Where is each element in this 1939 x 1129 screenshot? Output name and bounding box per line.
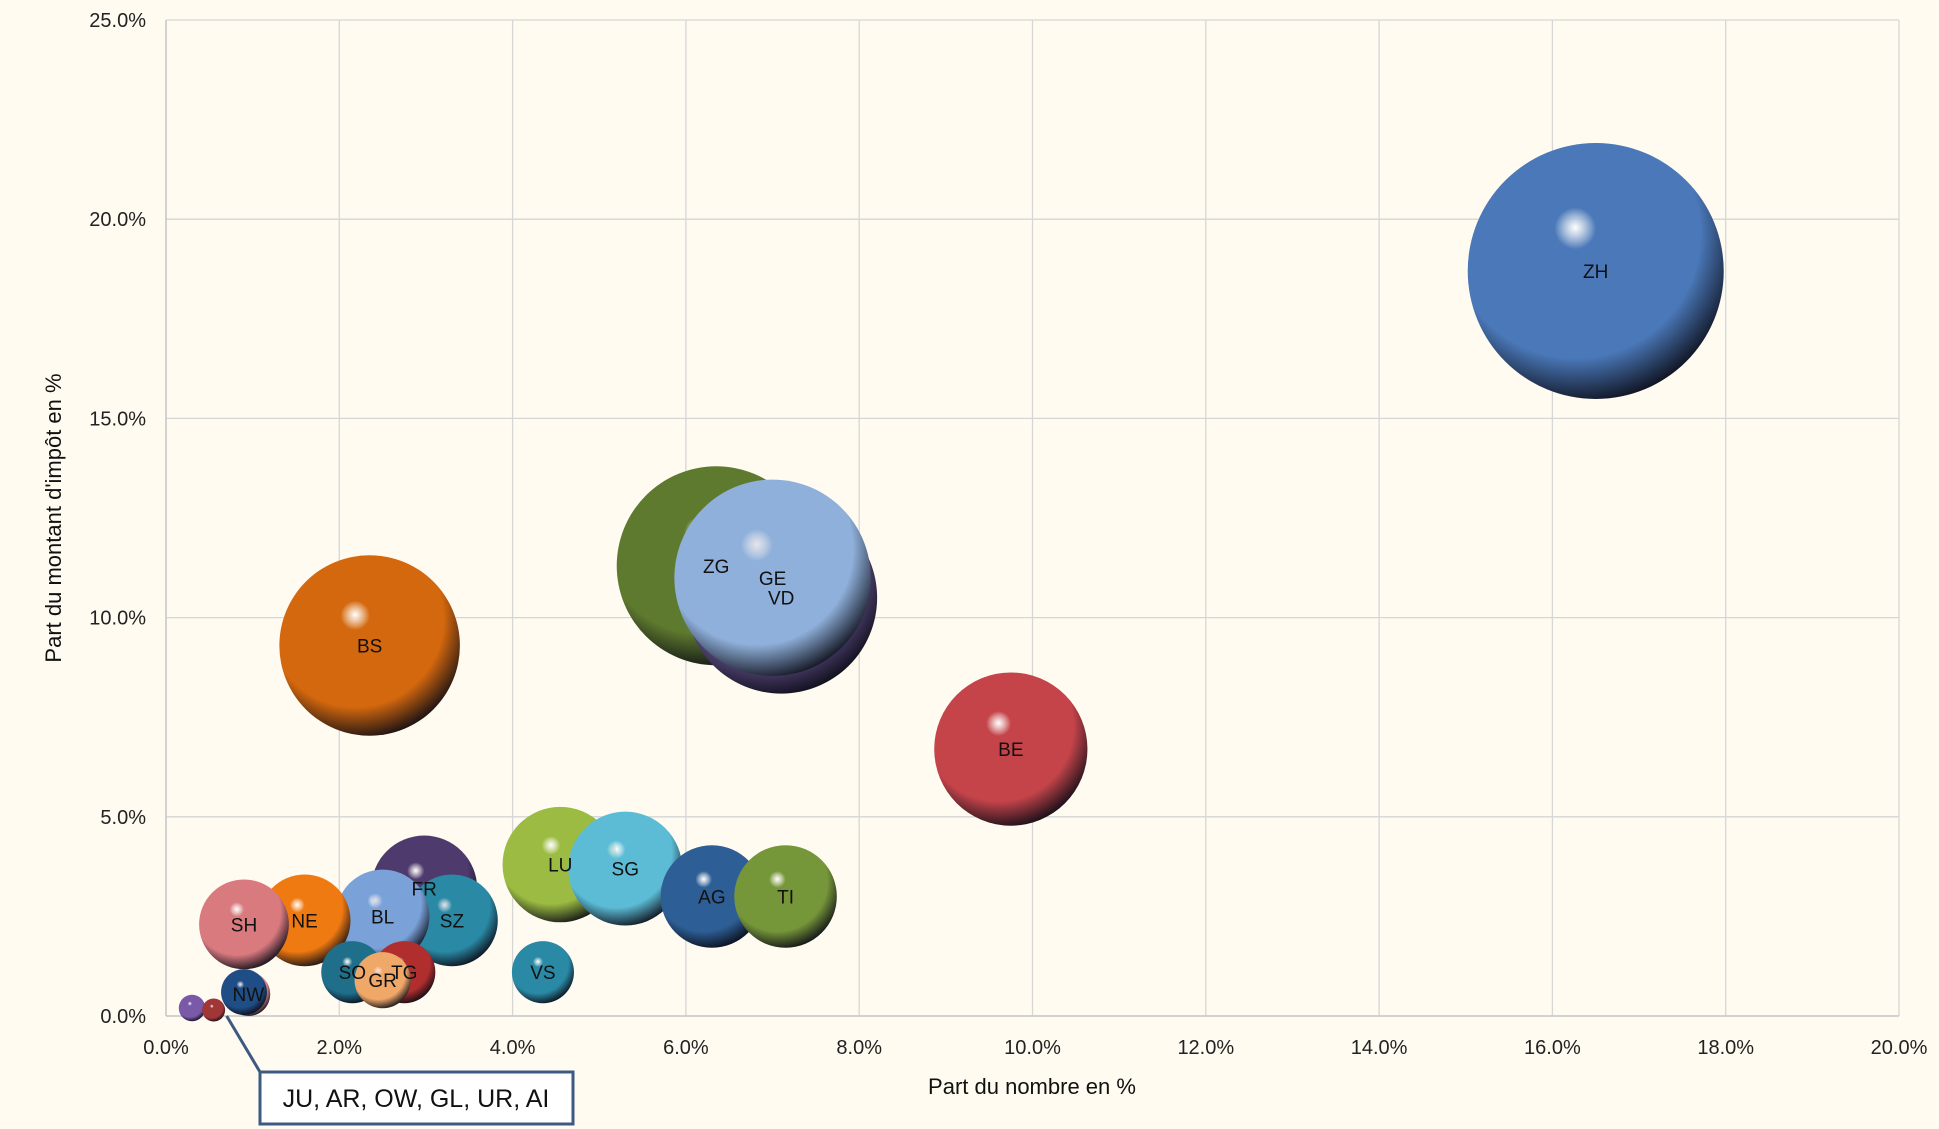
- bubble-sg: [568, 811, 683, 926]
- bubble-label-sg: SG: [612, 860, 639, 881]
- bubble-label-be: BE: [998, 740, 1023, 761]
- x-axis-ticks: 0.0% 2.0% 4.0% 6.0% 8.0% 10.0% 12.0% 14.0% 16.0%…: [143, 1037, 1927, 1059]
- y-tick-label: 10.0%: [89, 608, 146, 630]
- x-tick-label: 20.0%: [1871, 1037, 1928, 1059]
- annotation-callout: JU, AR, OW, GL, UR, AI: [225, 1015, 575, 1126]
- bubble-label-so: SO: [339, 963, 366, 984]
- y-axis-ticks: 0.0% 5.0% 10.0% 15.0% 20.0% 25.0%: [89, 10, 146, 1028]
- bubble-sz: [406, 874, 498, 967]
- annotation-leader-line: [225, 1015, 262, 1073]
- bubble-label-ne: NE: [291, 911, 317, 932]
- bubble-label-nw: NW: [232, 985, 264, 1006]
- bubble-ti: [734, 845, 837, 948]
- y-tick-label: 25.0%: [89, 10, 146, 32]
- bubble-label-ge: GE: [759, 569, 786, 590]
- bubble: [221, 969, 267, 1016]
- bubble: [178, 994, 206, 1022]
- bubble-gr: [354, 952, 411, 1009]
- bubble-label-vd: VD: [768, 589, 794, 610]
- x-tick-label: 10.0%: [1004, 1037, 1061, 1059]
- bubble: [202, 998, 226, 1022]
- bubble-label-ti: TI: [777, 887, 794, 908]
- bubble-zh: [1467, 142, 1724, 399]
- bubble-series: [178, 142, 1724, 1022]
- y-axis-title: Part du montant d'impôt en %: [41, 373, 66, 662]
- bubble-be: [934, 672, 1088, 826]
- y-tick-label: 15.0%: [89, 408, 146, 430]
- bubble-label-gr: GR: [368, 971, 397, 992]
- bubble-label-sz: SZ: [440, 911, 465, 932]
- annotation-text: JU, AR, OW, GL, UR, AI: [283, 1085, 550, 1113]
- bubble-label-bs: BS: [357, 636, 382, 657]
- annotation-box: [258, 1070, 575, 1126]
- x-axis-title: Part du nombre en %: [928, 1074, 1136, 1099]
- x-tick-label: 16.0%: [1524, 1037, 1581, 1059]
- bubble-label-tg: TG: [391, 963, 417, 984]
- bubble-sh: [199, 879, 289, 970]
- y-tick-label: 0.0%: [100, 1006, 146, 1028]
- x-tick-label: 6.0%: [663, 1037, 709, 1059]
- bubble-label-vs: VS: [530, 963, 555, 984]
- y-tick-label: 20.0%: [89, 209, 146, 231]
- x-tick-label: 12.0%: [1177, 1037, 1234, 1059]
- bubble-label-bl: BL: [371, 907, 394, 928]
- x-tick-label: 2.0%: [317, 1037, 363, 1059]
- bubble-label-lu: LU: [548, 856, 572, 877]
- bubble-ag: [660, 845, 764, 948]
- bubble-label-zh: ZH: [1583, 262, 1608, 283]
- bubble-label-zg: ZG: [703, 557, 729, 578]
- bubble-label-ag: AG: [698, 887, 725, 908]
- x-tick-label: 14.0%: [1351, 1037, 1408, 1059]
- bubble-bl: [335, 869, 430, 964]
- bubble-bs: [279, 555, 460, 736]
- x-tick-label: 4.0%: [490, 1037, 536, 1059]
- x-tick-label: 0.0%: [143, 1037, 189, 1059]
- x-tick-label: 18.0%: [1697, 1037, 1754, 1059]
- bubble-label-sh: SH: [231, 915, 257, 936]
- y-tick-label: 5.0%: [100, 807, 146, 829]
- bubble-vs: [511, 941, 574, 1004]
- bubble-ge: [674, 479, 871, 676]
- x-tick-label: 8.0%: [836, 1037, 882, 1059]
- bubble-label-fr: FR: [412, 880, 437, 901]
